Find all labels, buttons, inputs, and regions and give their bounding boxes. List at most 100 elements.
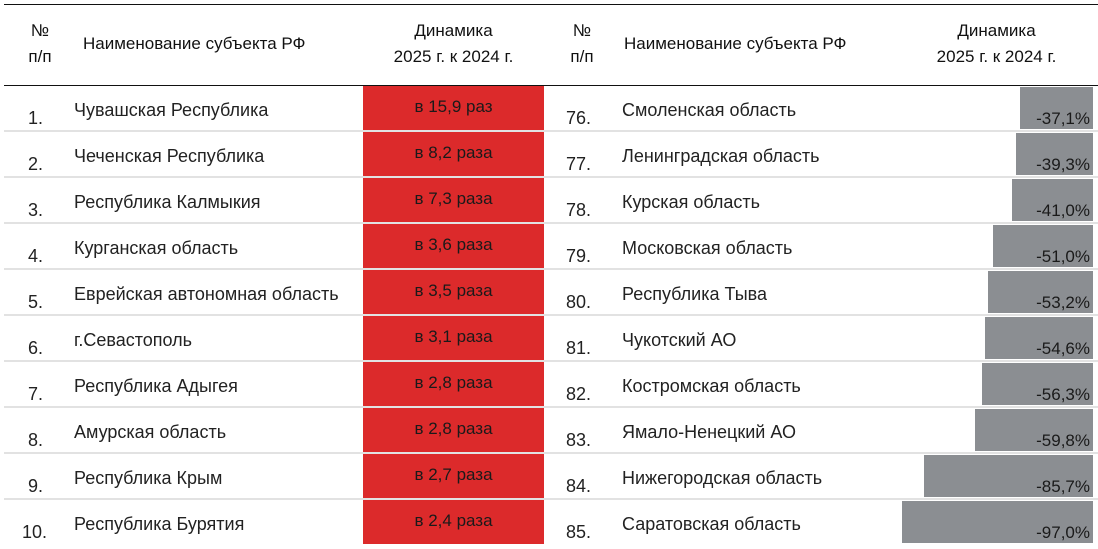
left-row-name: Курганская область	[74, 238, 239, 258]
left-header-number: № п/п	[18, 18, 62, 70]
left-row-name: Республика Крым	[74, 468, 223, 488]
right-row-name: Чукотский АО	[622, 330, 737, 350]
left-row-value: в 2,7 раза	[414, 465, 493, 484]
left-row-name: Республика Калмыкия	[74, 192, 261, 212]
left-row-name: Чеченская Республика	[74, 146, 265, 166]
left-header-name: Наименование субъекта РФ	[83, 34, 306, 53]
left-header-dynamics: Динамика 2025 г. к 2024 г.	[363, 18, 544, 70]
row-separator	[4, 268, 1098, 270]
right-header-name: Наименование субъекта РФ	[624, 34, 847, 53]
left-row-value: в 2,8 раза	[414, 373, 493, 392]
left-row-number: 6.	[28, 338, 44, 358]
header-rule	[4, 85, 1098, 86]
left-row-number: 2.	[28, 154, 44, 174]
row-separator	[4, 406, 1098, 408]
left-row-name: Чувашская Республика	[74, 100, 269, 120]
header-number-line2: п/п	[570, 47, 594, 66]
right-row-name: Ямало-Ненецкий АО	[622, 422, 796, 442]
left-row-name: Амурская область	[74, 422, 227, 442]
row-separator	[4, 130, 1098, 132]
right-row-number: 81.	[566, 338, 592, 358]
right-row-value: -56,3%	[1036, 385, 1090, 404]
left-row-value-cell: в 15,9 раз	[363, 86, 544, 130]
left-row-value: в 7,3 раза	[414, 189, 493, 208]
left-row-value: в 15,9 раз	[414, 97, 493, 116]
right-row-number: 76.	[566, 108, 592, 128]
right-row-bar	[1012, 179, 1093, 221]
right-row-value: -97,0%	[1036, 523, 1090, 542]
left-row-name: Республика Адыгея	[74, 376, 238, 396]
right-row-bar	[902, 501, 1093, 543]
left-row-number: 10.	[22, 522, 48, 542]
right-row-value: -85,7%	[1036, 477, 1090, 496]
right-row-value: -39,3%	[1036, 155, 1090, 174]
right-row-number: 83.	[566, 430, 592, 450]
right-row-value: -41,0%	[1036, 201, 1090, 220]
left-row-number: 8.	[28, 430, 44, 450]
left-row-value: в 2,8 раза	[414, 419, 493, 438]
row-separator	[4, 498, 1098, 500]
right-row-bar	[993, 225, 1093, 267]
top-rule	[4, 4, 1098, 5]
header-number-line1: №	[30, 21, 50, 40]
header-dynamics-line2: 2025 г. к 2024 г.	[936, 47, 1057, 66]
right-row-bar	[975, 409, 1093, 451]
right-row-number: 80.	[566, 292, 592, 312]
right-row-value: -53,2%	[1036, 293, 1090, 312]
right-row-name: Республика Тыва	[622, 284, 768, 304]
right-row-name: Ленинградская область	[622, 146, 820, 166]
left-row-value-cell: в 8,2 раза	[363, 132, 544, 176]
left-row-name: г.Севастополь	[74, 330, 193, 350]
right-header-dynamics: Динамика 2025 г. к 2024 г.	[906, 18, 1087, 70]
right-row-value: -59,8%	[1036, 431, 1090, 450]
left-row-name: Республика Бурятия	[74, 514, 245, 534]
right-row-bar	[982, 363, 1093, 405]
right-row-bar	[988, 271, 1093, 313]
row-separator	[4, 222, 1098, 224]
row-separator	[4, 314, 1098, 316]
header-dynamics-line1: Динамика	[414, 21, 493, 40]
right-row-bar	[1016, 133, 1093, 175]
left-row-value: в 3,6 раза	[414, 235, 493, 254]
right-row-name: Курская область	[622, 192, 760, 212]
left-row-value-cell: в 2,8 раза	[363, 362, 544, 406]
header-number-line1: №	[572, 21, 592, 40]
header-dynamics-line1: Динамика	[957, 21, 1036, 40]
left-row-number: 4.	[28, 246, 44, 266]
right-row-bar	[985, 317, 1093, 359]
left-row-value: в 3,1 раза	[414, 327, 493, 346]
row-separator	[4, 452, 1098, 454]
right-row-name: Саратовская область	[622, 514, 801, 534]
row-separator	[4, 176, 1098, 178]
left-row-value-cell: в 3,5 раза	[363, 270, 544, 314]
right-row-number: 85.	[566, 522, 592, 542]
left-row-value: в 8,2 раза	[414, 143, 493, 162]
left-row-name: Еврейская автономная область	[74, 284, 339, 304]
right-row-name: Нижегородская область	[622, 468, 823, 488]
right-row-number: 77.	[566, 154, 592, 174]
header-dynamics-line2: 2025 г. к 2024 г.	[393, 47, 514, 66]
right-row-value: -37,1%	[1036, 109, 1090, 128]
right-row-number: 79.	[566, 246, 592, 266]
right-row-number: 82.	[566, 384, 592, 404]
left-row-number: 7.	[28, 384, 44, 404]
left-row-number: 3.	[28, 200, 44, 220]
left-row-number: 1.	[28, 108, 44, 128]
right-row-name: Костромская область	[622, 376, 801, 396]
header-number-line2: п/п	[28, 47, 52, 66]
left-row-value-cell: в 2,7 раза	[363, 454, 544, 498]
right-row-value: -54,6%	[1036, 339, 1090, 358]
right-row-name: Смоленская область	[622, 100, 797, 120]
right-row-value: -51,0%	[1036, 247, 1090, 266]
left-row-value: в 3,5 раза	[414, 281, 493, 300]
left-row-value-cell: в 2,8 раза	[363, 408, 544, 452]
right-row-number: 78.	[566, 200, 592, 220]
right-row-bar	[1020, 87, 1093, 129]
left-row-value: в 2,4 раза	[414, 511, 493, 530]
left-row-value-cell: в 3,1 раза	[363, 316, 544, 360]
left-row-value-cell: в 3,6 раза	[363, 224, 544, 268]
right-row-bar	[924, 455, 1093, 497]
left-row-number: 9.	[28, 476, 44, 496]
right-header-number: № п/п	[558, 18, 606, 70]
left-row-number: 5.	[28, 292, 44, 312]
